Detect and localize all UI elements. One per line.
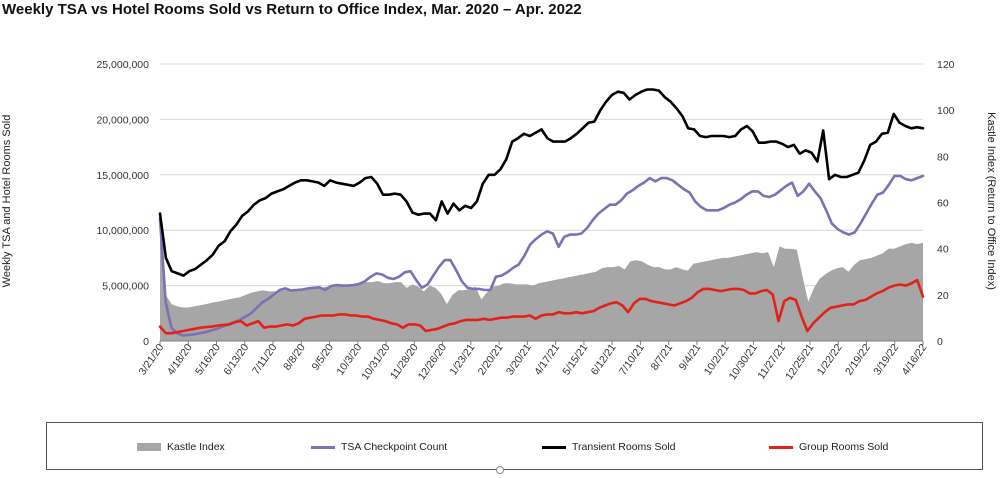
resize-handle[interactable] — [496, 466, 504, 474]
legend-label-transient-rooms-sold: Transient Rooms Sold — [572, 441, 676, 453]
x-tick-label: 1/22/22 — [815, 342, 845, 378]
left-tick-label: 20,000,000 — [96, 114, 149, 126]
left-tick-label: 15,000,000 — [96, 170, 149, 182]
legend-item-group-rooms-sold: Group Rooms Sold — [769, 440, 888, 454]
x-tick-label: 2/20/21 — [476, 342, 506, 378]
gridlines — [160, 63, 923, 287]
x-tick-label: 3/21/20 — [137, 342, 167, 378]
x-tick-label: 7/10/21 — [617, 342, 647, 378]
right-tick-label: 60 — [937, 198, 949, 210]
x-tick-label: 10/30/21 — [727, 342, 760, 382]
series-line-group-rooms-sold — [158, 278, 925, 335]
legend-label-kastle-index: Kastle Index — [167, 441, 225, 453]
legend-item-transient-rooms-sold: Transient Rooms Sold — [542, 440, 676, 454]
right-tick-label: 80 — [937, 151, 949, 163]
left-axis-ticks: 0 5,000,000 10,000,000 15,000,000 20,000,000… — [96, 59, 149, 348]
x-tick-label: 3/20/21 — [504, 342, 534, 378]
series-area-kastle-index — [160, 225, 923, 341]
x-tick-label: 12/26/20 — [416, 342, 449, 382]
x-tick-label: 5/15/21 — [560, 342, 590, 378]
left-tick-label: 10,000,000 — [96, 225, 149, 237]
x-tick-label: 9/5/20 — [309, 342, 336, 373]
x-tick-label: 10/31/20 — [359, 342, 392, 382]
x-tick-label: 12/25/21 — [783, 342, 816, 382]
right-tick-label: 100 — [937, 105, 955, 117]
axes — [159, 340, 924, 345]
x-tick-label: 4/16/22 — [900, 342, 930, 378]
x-tick-label: 1/23/21 — [447, 342, 477, 378]
x-tick-label: 4/17/21 — [532, 342, 562, 378]
x-tick-label: 7/11/20 — [250, 342, 280, 377]
legend-swatch-transient-rooms-sold — [542, 445, 566, 449]
legend: Kastle Index TSA Checkpoint Count Transi… — [46, 422, 983, 470]
x-tick-label: 6/13/20 — [221, 342, 251, 378]
x-tick-label: 5/16/20 — [193, 342, 223, 378]
plot-area — [158, 88, 925, 341]
series-line-transient-rooms-sold — [158, 88, 925, 277]
legend-label-tsa-checkpoint-count: TSA Checkpoint Count — [341, 441, 448, 453]
right-tick-label: 120 — [937, 59, 955, 71]
x-tick-label: 10/3/20 — [334, 342, 364, 378]
x-tick-label: 6/12/21 — [589, 342, 619, 378]
right-tick-label: 20 — [937, 290, 949, 302]
right-tick-label: 0 — [937, 336, 943, 348]
right-tick-label: 40 — [937, 244, 949, 256]
x-axis-ticks: 3/21/204/18/205/16/206/13/207/11/20 8/8/2… — [137, 342, 930, 382]
x-tick-label: 8/7/21 — [649, 342, 676, 373]
legend-swatch-tsa-checkpoint-count — [311, 445, 335, 449]
x-tick-label: 9/4/21 — [677, 342, 704, 373]
chart-title: Weekly TSA vs Hotel Rooms Sold vs Return… — [2, 1, 582, 18]
left-tick-label: 5,000,000 — [102, 281, 149, 293]
x-tick-label: 4/18/20 — [165, 342, 195, 378]
legend-item-tsa-checkpoint-count: TSA Checkpoint Count — [311, 440, 447, 454]
left-tick-label: 25,000,000 — [96, 59, 149, 71]
legend-swatch-group-rooms-sold — [769, 445, 793, 449]
x-tick-label: 8/8/20 — [281, 342, 308, 373]
x-tick-label: 10/2/21 — [702, 342, 732, 378]
series-line-tsa-checkpoint-count — [158, 174, 925, 337]
left-axis-title: Weekly TSA and Hotel Rooms Sold — [1, 115, 13, 288]
x-tick-label: 2/19/22 — [843, 342, 873, 378]
right-axis-title: Kastle Index (Return to Office Index) — [985, 112, 997, 290]
left-tick-label: 0 — [143, 336, 149, 348]
legend-label-group-rooms-sold: Group Rooms Sold — [799, 441, 889, 453]
right-axis-ticks: 0 20 40 60 80 100 120 — [937, 59, 955, 348]
legend-swatch-kastle-index — [137, 443, 161, 451]
x-tick-label: 3/19/22 — [871, 342, 901, 378]
legend-item-kastle-index: Kastle Index — [137, 440, 225, 454]
